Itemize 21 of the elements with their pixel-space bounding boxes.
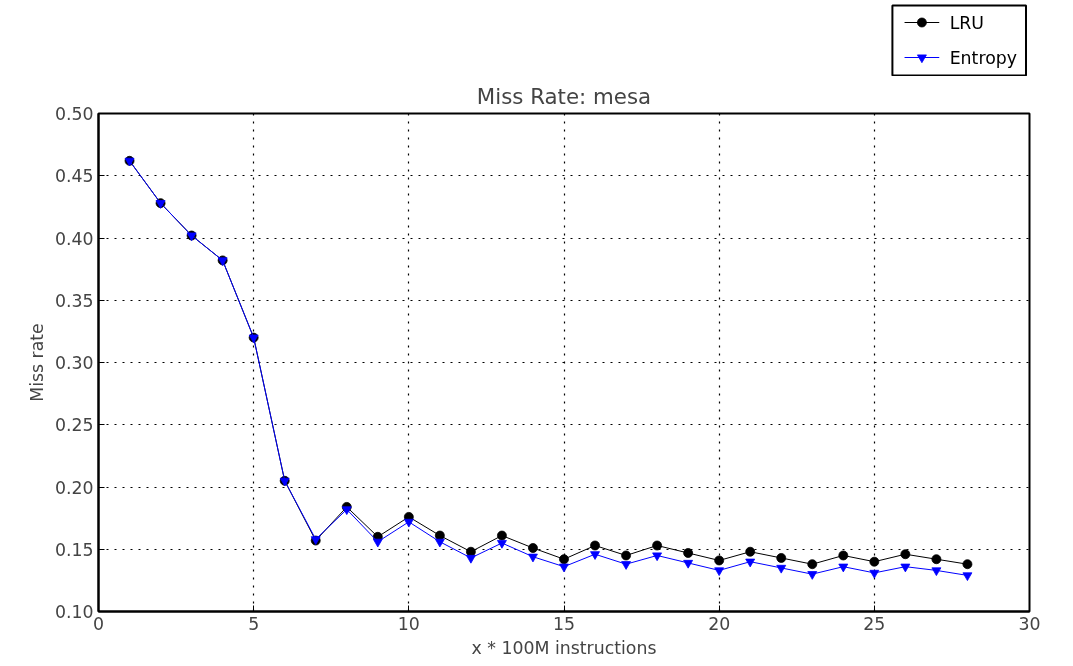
chart-title: Miss Rate: mesa [476, 83, 652, 109]
x-tick-label: 15 [552, 613, 576, 634]
x-tick-label: 10 [397, 613, 420, 634]
y-tick-label: 0.30 [54, 353, 94, 373]
y-tick-label: 0.45 [54, 166, 94, 187]
y-tick-label: 0.15 [54, 539, 94, 560]
x-tick-label: 20 [708, 613, 731, 634]
x-tick-label: 5 [248, 613, 260, 634]
y-tick-label: 0.20 [54, 477, 94, 498]
y-tick-label: 0.40 [54, 228, 94, 249]
x-tick-label: 0 [92, 613, 105, 634]
y-tick-label: 0.25 [54, 415, 94, 436]
y-tick-label: 0.35 [54, 290, 94, 311]
y-axis-title: Miss rate [26, 323, 47, 402]
legend-label: Entropy [949, 47, 1017, 68]
x-tick-label: 30 [1018, 613, 1041, 634]
x-axis-title: x * 100M instructions [471, 637, 657, 658]
y-tick-label: 0.10 [54, 602, 94, 622]
y-tick-label: 0.50 [54, 104, 94, 124]
legend-label: LRU [949, 12, 985, 33]
x-tick-label: 25 [863, 613, 886, 634]
